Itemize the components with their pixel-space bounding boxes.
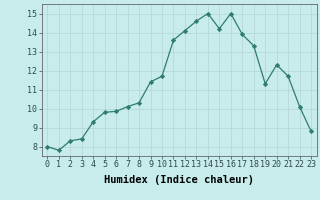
X-axis label: Humidex (Indice chaleur): Humidex (Indice chaleur) (104, 175, 254, 185)
